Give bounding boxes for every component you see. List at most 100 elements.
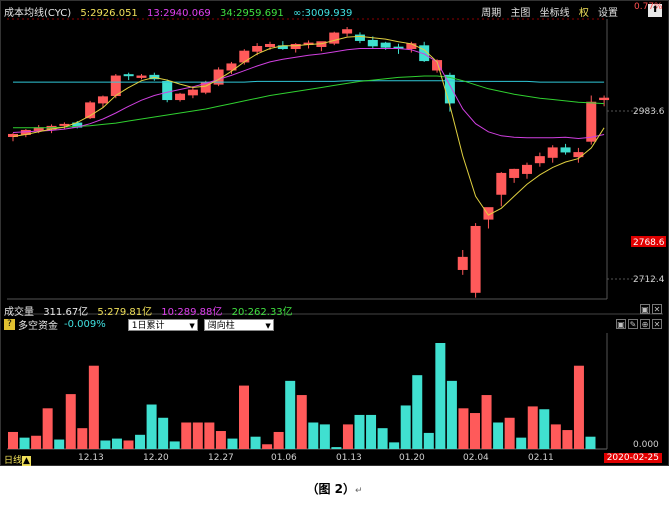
menu-axis-line[interactable]: 坐标线 bbox=[539, 8, 570, 19]
candle bbox=[599, 95, 610, 107]
flow-lock-icon[interactable]: ? bbox=[4, 319, 15, 330]
flow-bar bbox=[493, 422, 504, 449]
ma34-value: 34:2959.691 bbox=[219, 8, 284, 19]
flow-bar bbox=[239, 385, 249, 449]
candle-body bbox=[560, 147, 571, 153]
candle-body bbox=[110, 75, 121, 97]
chevron-down-icon: ▼ bbox=[265, 321, 271, 330]
flow-bar bbox=[54, 439, 65, 449]
flow-bar bbox=[527, 406, 538, 449]
ma13-value: 13:2940.069 bbox=[146, 8, 211, 19]
candle bbox=[162, 79, 173, 103]
flow-bar bbox=[215, 431, 226, 449]
candle bbox=[290, 43, 301, 53]
date-label: 12.27 bbox=[208, 453, 234, 463]
candle-body bbox=[97, 96, 108, 104]
menu-main-chart[interactable]: 主图 bbox=[510, 8, 531, 19]
candle bbox=[110, 74, 121, 99]
flow-bar bbox=[423, 432, 434, 449]
candle-body bbox=[406, 43, 417, 50]
date-label: 01.20 bbox=[399, 453, 425, 463]
menu-settings[interactable]: 设置 bbox=[598, 8, 618, 19]
candle-body bbox=[175, 93, 186, 101]
volume-total: 311.67亿 bbox=[43, 307, 89, 318]
period-text: 日线 bbox=[4, 456, 23, 466]
flow-bar bbox=[550, 424, 561, 449]
candle-body bbox=[290, 43, 301, 50]
price-label-2983: 2983.6 bbox=[633, 107, 665, 117]
candle bbox=[226, 61, 237, 75]
volume-ma10: 10:289.88亿 bbox=[161, 307, 223, 318]
edit-icon[interactable]: ✎ bbox=[628, 319, 638, 329]
return-mark-icon: ↵ bbox=[354, 486, 363, 496]
flow-bar bbox=[192, 422, 203, 449]
settings-icon[interactable]: ▣ bbox=[640, 304, 650, 314]
candles-group bbox=[8, 27, 610, 298]
candle bbox=[8, 133, 18, 142]
candle bbox=[509, 168, 520, 183]
candle-body bbox=[342, 29, 353, 34]
candle bbox=[85, 100, 96, 120]
ma5-value: 5:2926.051 bbox=[80, 8, 138, 19]
candle bbox=[97, 95, 108, 108]
candle-body bbox=[496, 172, 507, 195]
candle bbox=[252, 43, 263, 56]
candle bbox=[560, 143, 571, 155]
ma-lines-group bbox=[12, 35, 605, 216]
candle-body bbox=[136, 75, 147, 78]
ma13-line bbox=[12, 48, 605, 140]
flow-bar bbox=[204, 422, 215, 449]
ma5-line bbox=[12, 35, 605, 216]
money-flow-header: ? 多空资金 -0.009% 1日累计 ▼ 阔向柱 ▼ bbox=[4, 318, 274, 332]
flow-bar bbox=[31, 435, 42, 449]
candle-body bbox=[226, 63, 237, 71]
candle-body bbox=[162, 80, 173, 101]
candle-body bbox=[509, 168, 520, 178]
flow-bar bbox=[354, 414, 365, 449]
flow-title: 多空资金 bbox=[18, 321, 58, 332]
close-icon[interactable]: ✕ bbox=[652, 319, 662, 329]
flow-bar bbox=[319, 424, 330, 449]
pct-top-label: 0.77% bbox=[634, 2, 663, 12]
indicator-legend: 成本均线(CYC) 5:2926.051 13:2940.069 34:2959… bbox=[4, 4, 358, 19]
period-label[interactable]: 日线▲ bbox=[4, 453, 31, 466]
flow-bar bbox=[400, 405, 411, 449]
flow-tools: ▣ ✎ ⊕ ✕ bbox=[614, 319, 662, 330]
zoom-icon[interactable]: ⊕ bbox=[640, 319, 650, 329]
style-select[interactable]: 阔向柱 ▼ bbox=[203, 318, 274, 331]
price-chart: 0.77% 2983.6 2768.6 2712.4 0.000 bbox=[7, 2, 666, 450]
candle-body bbox=[457, 256, 468, 270]
flow-bar bbox=[481, 395, 492, 449]
flow-bar bbox=[111, 438, 122, 449]
flow-bar bbox=[296, 395, 307, 449]
flow-bar bbox=[342, 424, 353, 449]
candle bbox=[20, 129, 31, 138]
candle bbox=[354, 32, 365, 44]
flow-bar bbox=[331, 447, 342, 449]
menu-rights[interactable]: 权 bbox=[578, 8, 589, 19]
flow-bars-group bbox=[8, 343, 596, 449]
close-icon[interactable]: ✕ bbox=[652, 304, 662, 314]
flow-bar bbox=[181, 422, 192, 449]
flow-bar bbox=[585, 436, 596, 449]
indicator-name: 成本均线(CYC) bbox=[4, 8, 72, 19]
flow-bar bbox=[100, 440, 111, 449]
period-select[interactable]: 1日累计 ▼ bbox=[127, 318, 198, 331]
flow-bar bbox=[169, 441, 180, 449]
menu-period[interactable]: 周期 bbox=[481, 8, 502, 19]
flow-bar bbox=[412, 375, 423, 449]
candle-body bbox=[547, 147, 558, 158]
flow-bar bbox=[446, 380, 457, 449]
collapse-up-icon[interactable]: ⬆ bbox=[648, 4, 662, 17]
date-label: 01.06 bbox=[271, 453, 297, 463]
candle bbox=[483, 207, 494, 229]
date-label: 02.04 bbox=[463, 453, 489, 463]
ma_inf-line bbox=[13, 80, 605, 83]
candle bbox=[470, 223, 481, 298]
settings-icon[interactable]: ▣ bbox=[616, 319, 626, 329]
flow-bar bbox=[504, 417, 515, 449]
flow-bar bbox=[250, 436, 261, 449]
candle-body bbox=[419, 45, 430, 62]
candle bbox=[534, 152, 545, 167]
flow-bar bbox=[42, 408, 53, 449]
